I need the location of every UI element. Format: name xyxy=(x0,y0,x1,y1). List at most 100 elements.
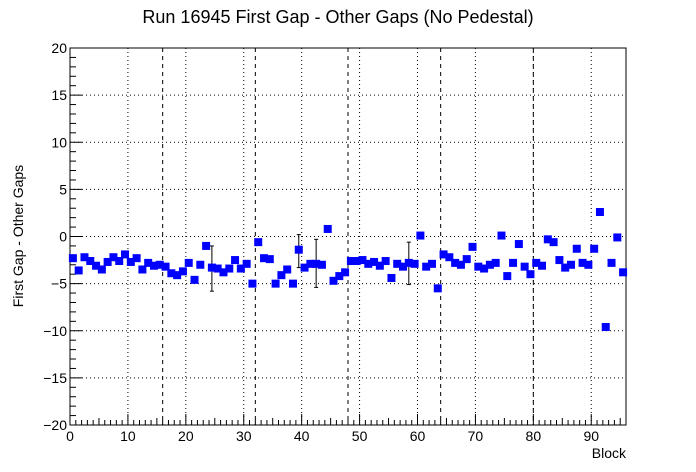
data-point xyxy=(433,284,442,293)
data-point xyxy=(370,257,379,266)
y-tick-labels: −20 −15 −10 −5 0 5 10 15 20 xyxy=(43,40,67,433)
data-point xyxy=(468,242,477,251)
x-tick-label: 70 xyxy=(468,428,484,444)
data-point xyxy=(138,265,147,274)
data-point xyxy=(288,279,297,288)
data-points xyxy=(68,207,628,331)
x-tick-label: 90 xyxy=(583,428,599,444)
y-tick-label: 15 xyxy=(51,87,67,103)
data-point xyxy=(207,263,216,272)
data-point xyxy=(184,258,193,267)
data-point xyxy=(601,322,610,331)
data-point xyxy=(173,271,182,280)
data-point xyxy=(393,259,402,268)
data-point xyxy=(532,258,541,267)
data-point xyxy=(167,269,176,278)
data-point xyxy=(121,250,130,259)
y-tick-label: −20 xyxy=(43,417,67,433)
data-point xyxy=(300,263,309,272)
data-point xyxy=(225,264,234,273)
data-point xyxy=(92,261,101,270)
data-point xyxy=(456,260,465,269)
data-point xyxy=(254,238,263,247)
axis-ticks xyxy=(69,47,627,426)
data-point xyxy=(149,261,158,270)
data-point xyxy=(375,261,384,270)
data-point xyxy=(451,258,460,267)
data-point xyxy=(242,259,251,268)
data-point xyxy=(590,244,599,253)
data-point xyxy=(410,259,419,268)
data-point xyxy=(341,268,350,277)
data-point xyxy=(202,241,211,250)
data-point xyxy=(74,266,83,275)
data-point xyxy=(491,258,500,267)
y-tick-label: −10 xyxy=(43,323,67,339)
data-point xyxy=(578,258,587,267)
y-tick-label: −15 xyxy=(43,370,67,386)
x-tick-label: 30 xyxy=(236,428,252,444)
data-point xyxy=(427,259,436,268)
data-point xyxy=(445,253,454,262)
x-tick-label: 0 xyxy=(66,428,74,444)
data-point xyxy=(346,257,355,266)
data-point xyxy=(155,260,164,269)
data-point xyxy=(387,273,396,282)
data-point xyxy=(178,267,187,276)
data-point xyxy=(555,256,564,265)
data-point xyxy=(526,270,535,279)
data-point xyxy=(381,257,390,266)
data-point xyxy=(236,264,245,273)
data-point xyxy=(439,250,448,259)
y-tick-label: −5 xyxy=(51,276,67,292)
data-point xyxy=(80,253,89,262)
data-point xyxy=(364,259,373,268)
data-point xyxy=(462,255,471,264)
data-point xyxy=(584,260,593,269)
data-point xyxy=(126,257,135,266)
data-point xyxy=(294,245,303,254)
data-point xyxy=(86,257,95,266)
x-tick-label: 10 xyxy=(120,428,136,444)
data-point xyxy=(619,268,628,277)
data-point xyxy=(543,235,552,244)
y-tick-label: 5 xyxy=(59,181,67,197)
data-point xyxy=(607,258,616,267)
data-point xyxy=(485,260,494,269)
data-point xyxy=(190,275,199,284)
x-tick-label: 60 xyxy=(410,428,426,444)
data-point xyxy=(335,272,344,281)
data-point xyxy=(277,271,286,280)
data-point xyxy=(271,279,280,288)
data-point xyxy=(306,259,315,268)
data-point xyxy=(115,257,124,266)
data-point xyxy=(514,240,523,249)
data-point xyxy=(68,254,77,263)
data-point xyxy=(358,256,367,265)
data-point xyxy=(480,264,489,273)
data-point xyxy=(161,262,170,271)
data-point xyxy=(317,260,326,269)
y-tick-label: 10 xyxy=(51,134,67,150)
x-tick-label: 40 xyxy=(294,428,310,444)
data-point xyxy=(329,276,338,285)
data-point xyxy=(613,233,622,242)
data-point xyxy=(213,264,222,273)
data-point xyxy=(404,258,413,267)
data-point xyxy=(196,260,205,269)
data-point xyxy=(219,268,228,277)
data-point xyxy=(509,258,518,267)
data-point xyxy=(422,262,431,271)
data-point xyxy=(312,259,321,268)
data-point xyxy=(497,231,506,240)
data-point xyxy=(520,262,529,271)
data-point xyxy=(503,272,512,281)
data-point xyxy=(109,253,118,262)
data-point xyxy=(474,262,483,271)
data-point xyxy=(260,254,269,263)
data-point xyxy=(399,262,408,271)
data-point xyxy=(323,224,332,233)
x-tick-labels: 0 10 20 30 40 50 60 70 80 90 xyxy=(66,428,599,444)
y-tick-label: 0 xyxy=(59,229,67,245)
